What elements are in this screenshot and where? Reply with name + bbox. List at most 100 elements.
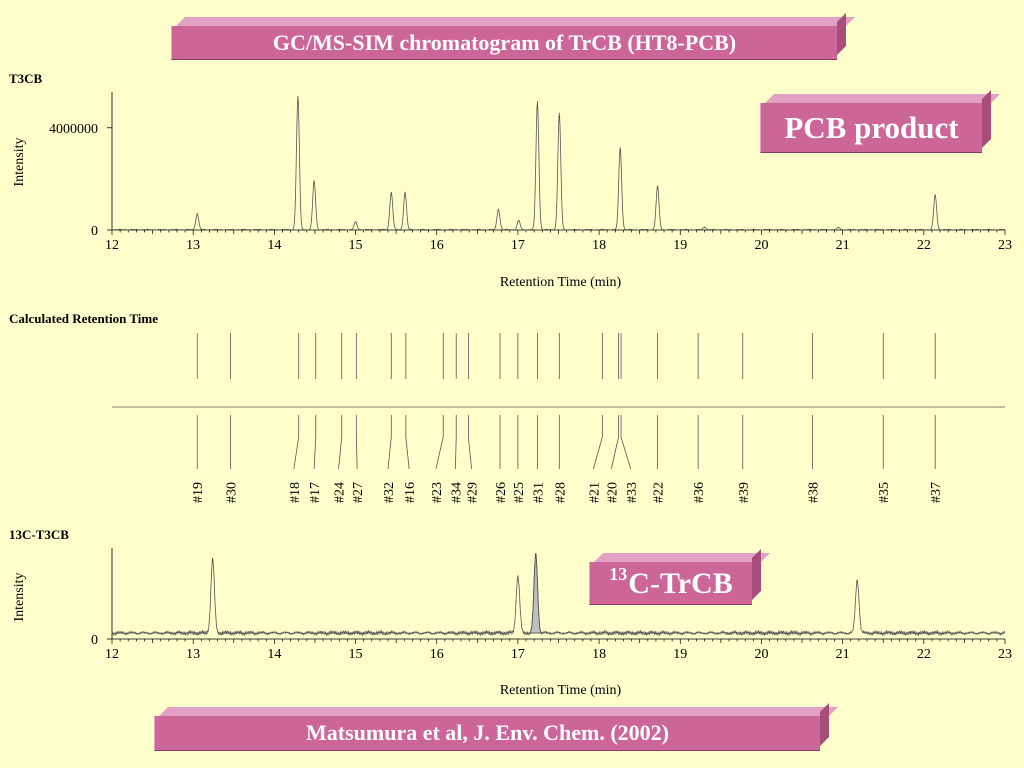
- marker-23-leader: [435, 415, 444, 470]
- peak-apex-2: [297, 96, 299, 98]
- marker-31-label: #31: [531, 482, 546, 503]
- peak-apex-5: [390, 191, 392, 194]
- x-tick-label: 19: [673, 647, 687, 662]
- x-tick-label: 17: [511, 647, 525, 662]
- x-tick-label: 23: [998, 238, 1012, 253]
- x-tick-label: 21: [836, 647, 850, 662]
- marker-21-label: #21: [587, 482, 602, 503]
- peak-apex-3: [535, 553, 537, 555]
- x-axis-title: Retention Time (min): [500, 275, 622, 290]
- intensity-trace: [111, 96, 1006, 231]
- title-banner: GC/MS-SIM chromatogram of TrCB (HT8-PCB): [171, 26, 837, 60]
- peak-apex-2: [517, 575, 519, 577]
- marker-30-label: #30: [225, 482, 240, 503]
- marker-32-leader: [387, 415, 392, 470]
- marker-28-label: #28: [553, 482, 568, 503]
- x-tick-label: 14: [267, 238, 281, 253]
- c13-text: C-TrCB: [628, 566, 733, 600]
- marker-25-label: #25: [512, 482, 527, 503]
- x-tick-label: 18: [592, 647, 606, 662]
- peak-apex-7: [497, 208, 500, 210]
- peak-apex-11: [619, 147, 621, 149]
- panel-label-calculated-rt: Calculated Retention Time: [9, 311, 159, 326]
- x-tick-label: 13: [186, 238, 200, 253]
- marker-29-label: #29: [466, 482, 481, 503]
- x-axis-title: Retention Time (min): [500, 683, 622, 698]
- peak-apex-3: [313, 180, 315, 182]
- marker-19-label: #19: [191, 482, 206, 503]
- marker-37-label: #37: [929, 482, 944, 503]
- c13-trcb-badge: 13C-TrCB: [589, 562, 752, 605]
- intensity-trace: [111, 553, 1006, 637]
- marker-29-leader: [467, 415, 473, 470]
- peak-apex-8: [518, 220, 520, 222]
- marker-17-label: #17: [308, 482, 323, 503]
- marker-39-label: #39: [737, 482, 752, 503]
- c13-trcb-label: 13C-TrCB: [609, 563, 733, 601]
- peak-apex-15: [934, 194, 936, 196]
- peak-apex-9: [536, 101, 538, 103]
- marker-38-label: #38: [807, 482, 822, 503]
- peak-apex-13: [704, 226, 706, 228]
- x-tick-label: 23: [998, 647, 1012, 662]
- marker-23-label: #23: [430, 482, 445, 503]
- calculated-retention-time-panel: #19 #30 #18 #17 #24 #27 #32 #16 #23 #34 #29 #26 #25 #…: [112, 333, 1005, 503]
- x-tick-label: 22: [917, 647, 931, 662]
- x-tick-label: 18: [592, 238, 606, 253]
- x-tick-label: 20: [754, 647, 768, 662]
- y-tick-label: 0: [91, 633, 98, 648]
- peak-apex-10: [558, 112, 560, 114]
- marker-17-leader: [313, 415, 317, 470]
- marker-16-leader: [405, 415, 410, 470]
- marker-21-leader: [593, 415, 603, 470]
- panel-label-13c-t3cb: 13C-T3CB: [9, 527, 69, 542]
- x-tick-label: 12: [105, 238, 119, 253]
- marker-34-leader: [454, 415, 457, 470]
- marker-16-label: #16: [403, 482, 418, 503]
- peak-apex-4: [354, 221, 357, 223]
- x-tick-label: 15: [349, 238, 363, 253]
- panel-label-t3cb: T3CB: [9, 71, 43, 86]
- x-tick-label: 20: [754, 238, 768, 253]
- pcb-product-label: PCB product: [784, 109, 959, 145]
- x-tick-label: 21: [836, 238, 850, 253]
- x-tick-label: 19: [673, 238, 687, 253]
- t3cb-chromatogram: 0 4000000 Intensity 12 13 14 15 16 17 18 19 20 21 22 2…: [12, 92, 1012, 290]
- peak-apex-4: [856, 579, 858, 581]
- x-tick-label: 16: [430, 647, 444, 662]
- x-tick-label: 16: [430, 238, 444, 253]
- peak-apex-12: [656, 185, 659, 187]
- y-tick-label: 0: [91, 224, 98, 239]
- chart-title: GC/MS-SIM chromatogram of TrCB (HT8-PCB): [272, 29, 737, 55]
- peak-apex-6: [404, 191, 406, 194]
- citation-text: Matsumura et al, J. Env. Chem. (2002): [306, 720, 669, 745]
- y-tick-label: 4000000: [49, 122, 98, 137]
- marker-20-leader: [610, 415, 619, 470]
- citation-banner: Matsumura et al, J. Env. Chem. (2002): [154, 716, 820, 751]
- marker-20-label: #20: [605, 482, 620, 503]
- x-tick-label: 15: [349, 647, 363, 662]
- marker-22-label: #22: [652, 482, 667, 503]
- marker-32-label: #32: [382, 482, 397, 503]
- x-tick-label: 13: [186, 647, 200, 662]
- peak-apex-14: [837, 226, 840, 229]
- marker-27-label: #27: [351, 482, 366, 503]
- marker-34-label: #34: [449, 482, 464, 503]
- peak-apex-1: [212, 558, 214, 561]
- x-tick-label: 14: [267, 647, 281, 662]
- c13-superscript: 13: [609, 563, 628, 584]
- peak-apex-1: [196, 213, 198, 215]
- marker-18-leader: [293, 415, 300, 470]
- c13-t3cb-chromatogram: 0 Intensity 12 13 14 15 16 17 18 19 20 21 22 23 Retent…: [12, 548, 1012, 698]
- x-tick-label: 12: [105, 647, 119, 662]
- marker-18-label: #18: [288, 482, 303, 503]
- x-tick-label: 22: [917, 238, 931, 253]
- marker-35-label: #35: [877, 482, 892, 503]
- pcb-product-badge: PCB product: [760, 103, 982, 153]
- marker-24-label: #24: [332, 482, 347, 503]
- marker-27-leader: [355, 415, 358, 470]
- marker-26-label: #26: [494, 482, 509, 503]
- marker-24-leader: [338, 415, 343, 470]
- y-axis-title: Intensity: [12, 138, 27, 187]
